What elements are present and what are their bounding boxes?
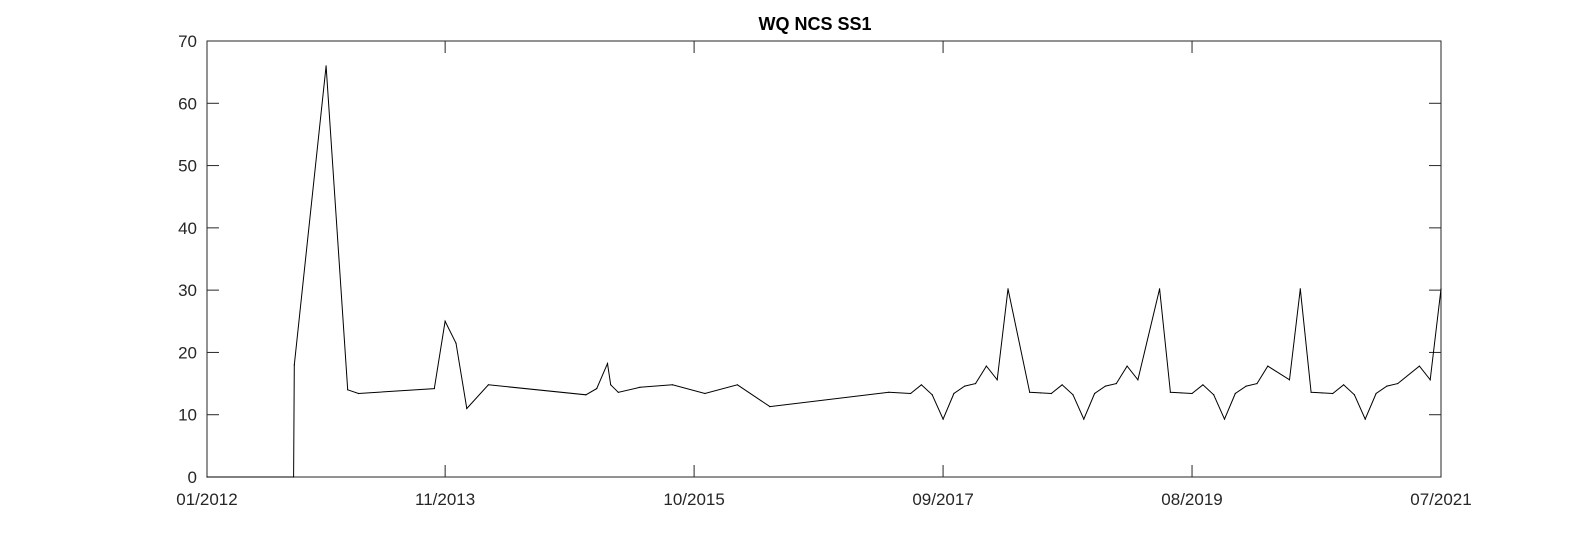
data-point bbox=[1321, 392, 1323, 394]
y-tick-label: 50 bbox=[178, 157, 197, 176]
data-point bbox=[639, 386, 641, 388]
data-point bbox=[1223, 418, 1226, 420]
data-point bbox=[1213, 394, 1215, 396]
x-tick-label: 09/2017 bbox=[912, 490, 973, 509]
data-point bbox=[1007, 288, 1009, 290]
data-point bbox=[1180, 392, 1182, 394]
data-point bbox=[596, 387, 598, 390]
data-point bbox=[1299, 288, 1301, 290]
data-point bbox=[1429, 379, 1431, 381]
data-point bbox=[1267, 365, 1269, 367]
data-point bbox=[1375, 392, 1377, 395]
data-point bbox=[1115, 382, 1117, 385]
data-point bbox=[1202, 384, 1204, 386]
data-point bbox=[325, 65, 327, 67]
data-point bbox=[1158, 288, 1161, 290]
data-point bbox=[1126, 365, 1128, 367]
axes: 0 10 20 30 40 50 60 70 01/2012 11/2013 10/2015 09/2… bbox=[176, 32, 1471, 509]
x-tick-label: 11/2013 bbox=[415, 490, 475, 509]
data-point bbox=[1169, 391, 1171, 393]
data-point bbox=[920, 384, 923, 386]
x-tick-label: 10/2015 bbox=[663, 490, 724, 509]
data-point bbox=[1397, 382, 1399, 385]
data-point bbox=[1137, 379, 1139, 381]
data-point bbox=[974, 382, 977, 385]
data-point bbox=[1288, 379, 1291, 381]
data-point bbox=[1332, 392, 1334, 395]
data-point bbox=[1072, 394, 1074, 396]
y-tick-label: 30 bbox=[178, 281, 197, 300]
data-point bbox=[1364, 418, 1366, 420]
y-tick-label: 70 bbox=[178, 32, 197, 51]
data-point bbox=[1386, 385, 1388, 387]
data-point bbox=[953, 392, 955, 395]
data-point bbox=[1191, 392, 1193, 395]
y-tick-label: 20 bbox=[178, 343, 197, 362]
data-point bbox=[487, 384, 490, 386]
data-point bbox=[1050, 392, 1052, 395]
data-point bbox=[293, 364, 295, 366]
plot-frame bbox=[206, 40, 1442, 478]
data-point bbox=[1104, 385, 1107, 387]
data-point bbox=[769, 406, 771, 408]
data-point bbox=[1039, 392, 1042, 394]
data-point bbox=[466, 407, 468, 410]
data-point bbox=[1440, 288, 1442, 290]
data-point bbox=[455, 342, 457, 344]
data-point bbox=[610, 384, 612, 386]
data-point bbox=[1245, 385, 1247, 387]
data-point bbox=[606, 363, 609, 365]
data-point bbox=[985, 365, 987, 367]
data-point bbox=[671, 384, 674, 386]
data-point bbox=[1353, 394, 1356, 396]
data-point bbox=[1256, 382, 1258, 385]
y-tick-label: 40 bbox=[178, 219, 197, 238]
data-point bbox=[736, 384, 739, 386]
x-tick-label: 01/2012 bbox=[176, 490, 237, 509]
data-point bbox=[704, 392, 706, 395]
y-tick-label: 10 bbox=[178, 406, 197, 425]
data-point bbox=[206, 476, 208, 478]
data-point bbox=[1418, 365, 1420, 367]
data-point bbox=[433, 387, 435, 390]
data-point bbox=[1083, 418, 1085, 420]
data-point bbox=[1234, 392, 1236, 395]
data-point bbox=[909, 392, 912, 395]
data-point bbox=[1094, 392, 1096, 395]
data-point bbox=[1061, 384, 1063, 386]
data-point bbox=[931, 394, 933, 396]
data-point bbox=[1310, 391, 1312, 393]
data-point bbox=[996, 379, 998, 381]
data-point bbox=[964, 385, 966, 387]
data-point bbox=[357, 392, 360, 395]
x-tick-label: 07/2021 bbox=[1410, 490, 1471, 509]
data-point bbox=[617, 391, 619, 393]
data-line-group bbox=[206, 65, 1442, 478]
data-point bbox=[347, 389, 349, 391]
data-point bbox=[888, 391, 890, 393]
y-tick-label: 0 bbox=[188, 468, 197, 487]
data-point bbox=[292, 476, 295, 478]
data-line bbox=[207, 65, 1442, 478]
data-point bbox=[1029, 391, 1031, 393]
data-point bbox=[444, 320, 446, 322]
y-tick-label: 60 bbox=[178, 94, 197, 113]
data-point bbox=[585, 394, 587, 396]
data-point bbox=[942, 418, 944, 420]
data-point bbox=[1342, 384, 1345, 386]
chart-title: WQ NCS SS1 bbox=[758, 14, 871, 34]
x-tick-label: 08/2019 bbox=[1161, 490, 1222, 509]
